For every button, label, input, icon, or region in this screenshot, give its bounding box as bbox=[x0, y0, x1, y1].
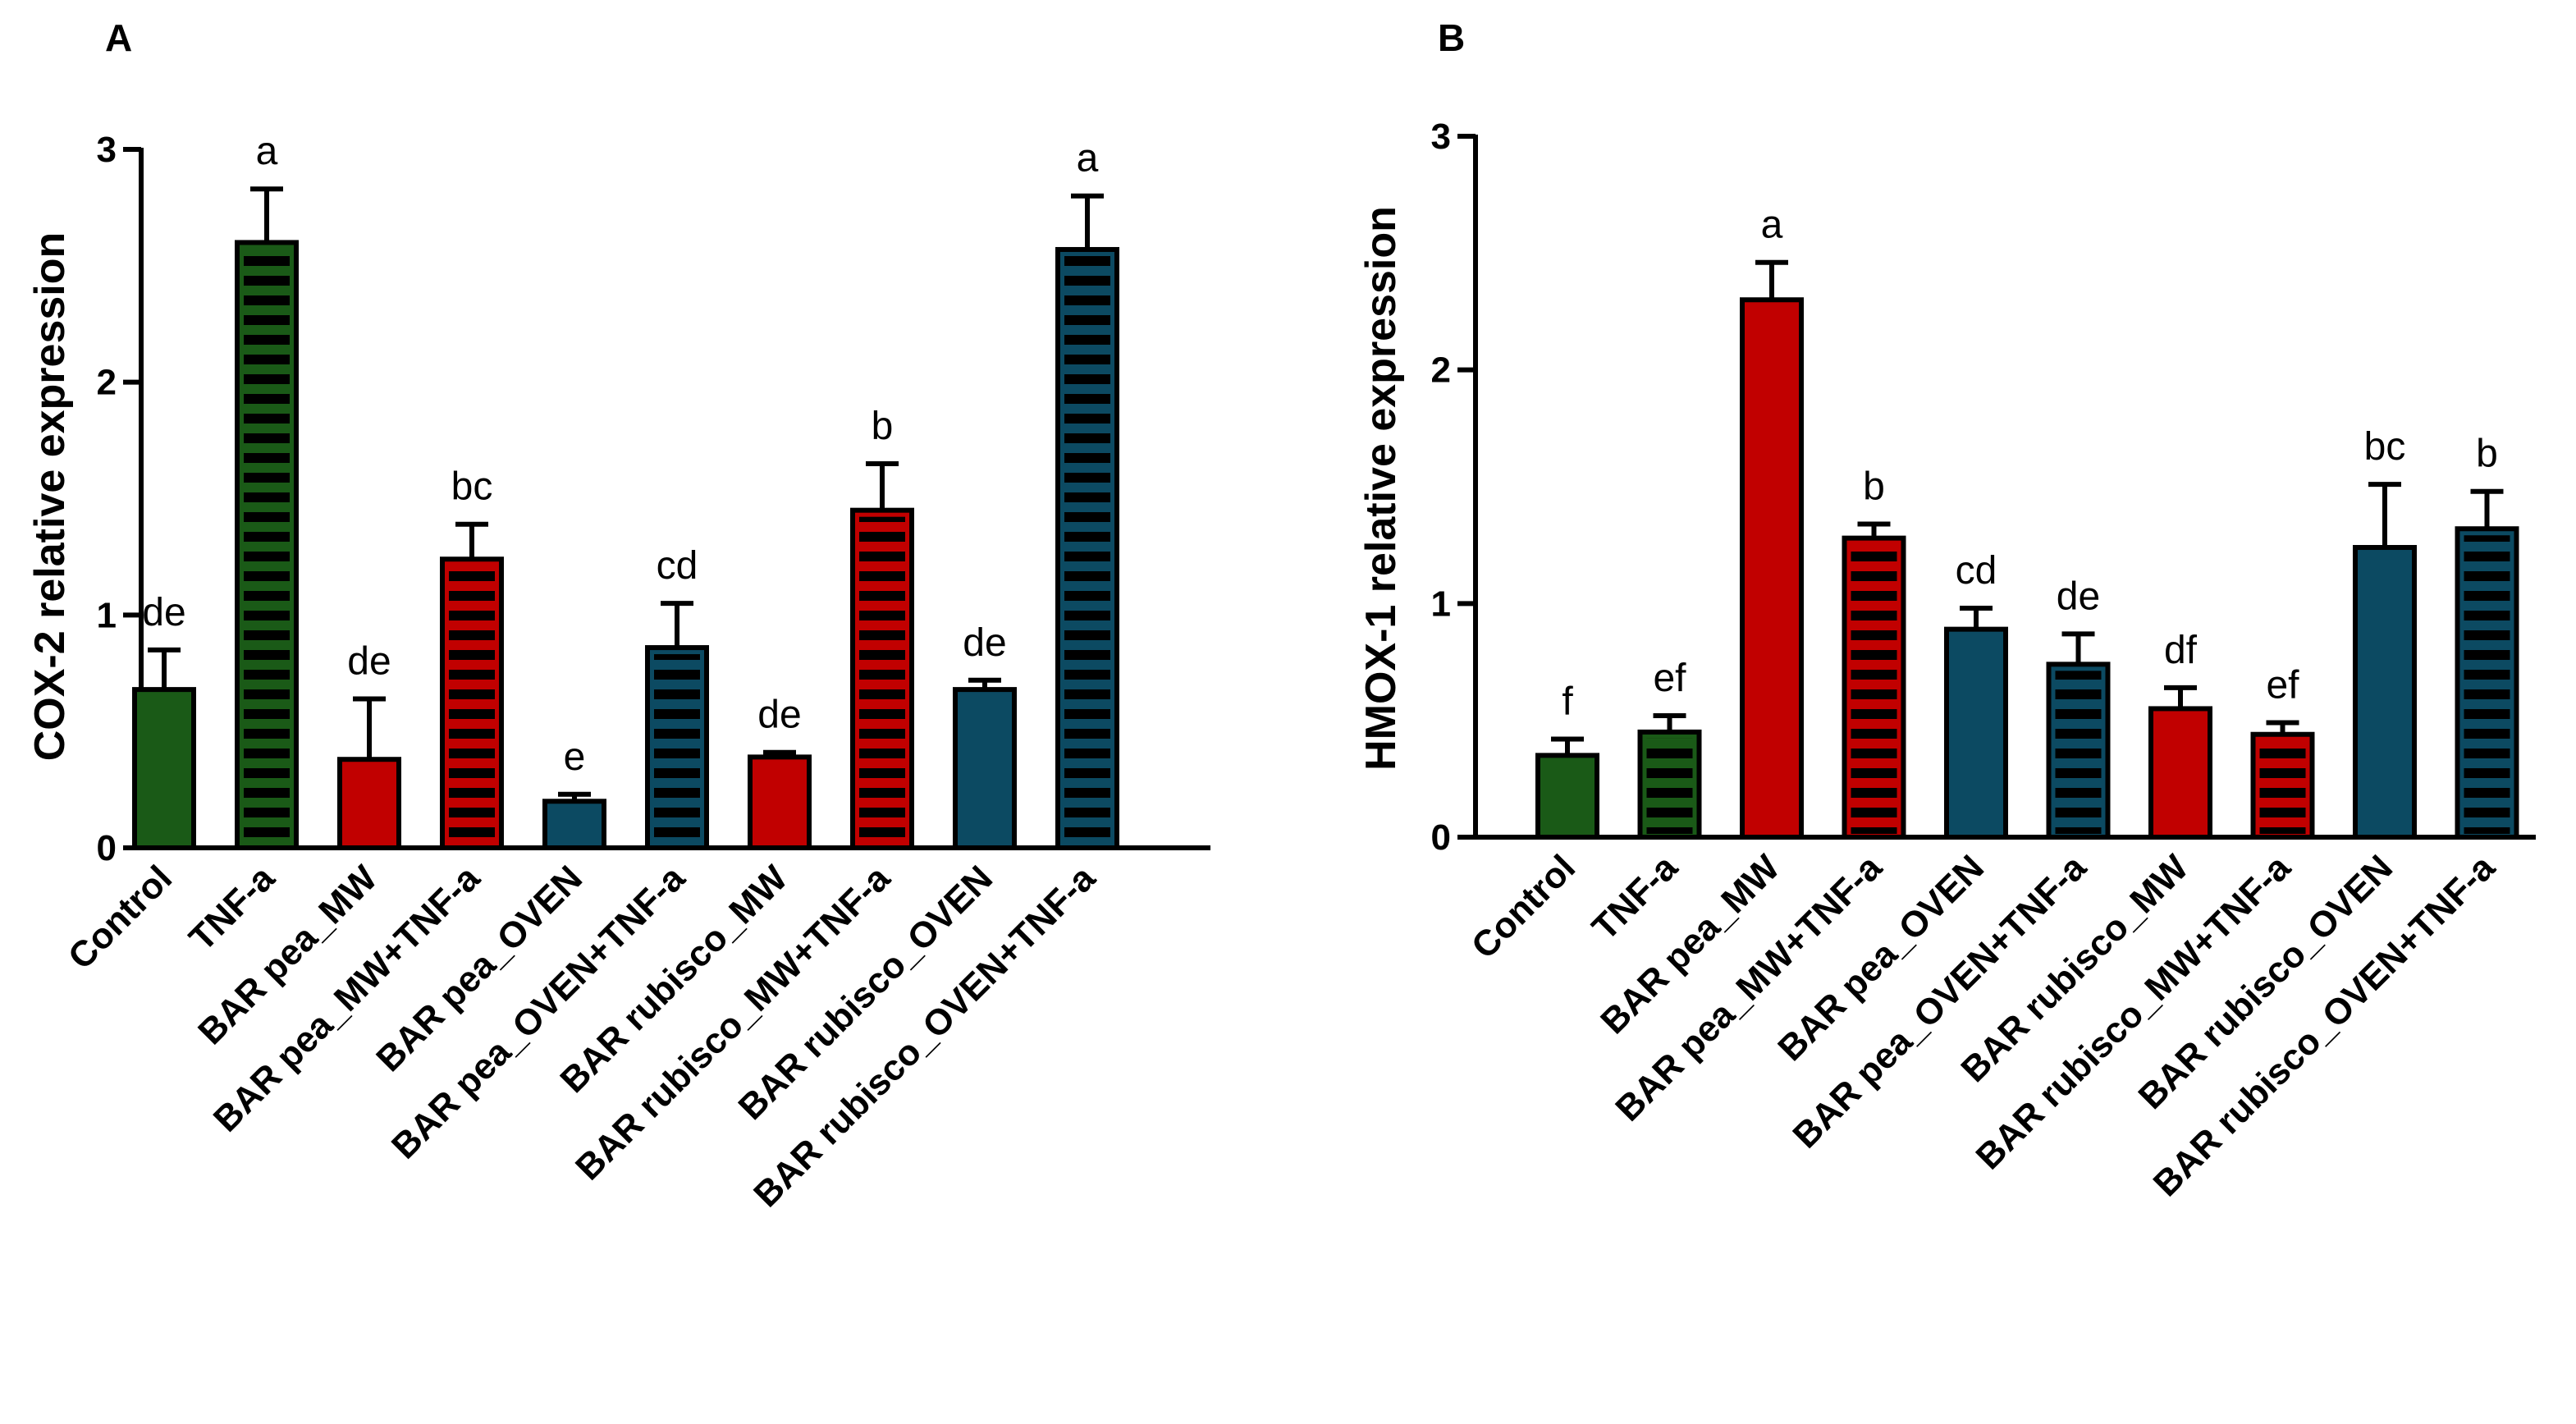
significance-label: b bbox=[1863, 465, 1885, 509]
bar-stripes bbox=[2464, 535, 2510, 834]
significance-label: b bbox=[2476, 433, 2498, 476]
bar-stripes bbox=[1646, 738, 1693, 834]
bar bbox=[337, 757, 401, 850]
bar bbox=[132, 687, 196, 851]
y-tick-label: 2 bbox=[1431, 350, 1451, 391]
category-label: Control bbox=[61, 858, 180, 977]
category-label: BAR pea_MW bbox=[190, 858, 385, 1052]
y-tick-label: 1 bbox=[1431, 584, 1451, 624]
bar bbox=[2148, 706, 2212, 840]
significance-label: cd bbox=[1956, 549, 1997, 593]
bar-stripes bbox=[859, 516, 905, 845]
bar bbox=[1535, 753, 1599, 840]
significance-label: e bbox=[564, 735, 586, 779]
significance-label: de bbox=[347, 639, 391, 683]
panel-a: A COX-2 relative expression 0 1 2 3 de Contro… bbox=[26, 16, 1210, 1215]
bar-stripes bbox=[1064, 255, 1110, 845]
bar bbox=[953, 687, 1017, 851]
significance-label: ef bbox=[2266, 664, 2299, 707]
y-tick-label: 2 bbox=[97, 363, 117, 403]
y-tick-label: 0 bbox=[1431, 817, 1451, 858]
significance-label: de bbox=[142, 591, 185, 634]
significance-label: bc bbox=[451, 465, 493, 509]
significance-label: a bbox=[1077, 137, 1099, 181]
bar-stripes bbox=[1851, 544, 1897, 834]
y-tick-label: 1 bbox=[97, 595, 117, 635]
panel-b-label: B bbox=[1438, 16, 1465, 59]
category-label: TNF-a bbox=[1585, 847, 1686, 948]
significance-label: ef bbox=[1653, 657, 1686, 700]
category-label: BAR pea_MW bbox=[1593, 847, 1787, 1042]
category-label: Control bbox=[1464, 847, 1583, 966]
bar-stripes bbox=[2259, 740, 2306, 834]
bar bbox=[542, 799, 606, 850]
significance-label: b bbox=[872, 405, 894, 448]
bar-stripes bbox=[449, 565, 495, 845]
significance-label: de bbox=[963, 621, 1006, 665]
panel-b-ylabel: HMOX-1 relative expression bbox=[1357, 206, 1405, 771]
y-tick-label: 0 bbox=[97, 828, 117, 868]
significance-label: df bbox=[2164, 629, 2198, 672]
significance-label: a bbox=[256, 130, 278, 173]
y-tick-label: 3 bbox=[1431, 117, 1451, 157]
bar-stripes bbox=[244, 249, 290, 845]
panel-a-ylabel: COX-2 relative expression bbox=[26, 232, 74, 762]
bar-stripes bbox=[654, 654, 700, 845]
bar bbox=[2353, 545, 2417, 840]
panel-b: B HMOX-1 relative expression 0 1 2 3 f Contro… bbox=[1357, 16, 2536, 1204]
category-label: TNF-a bbox=[181, 858, 282, 959]
significance-label: f bbox=[1562, 680, 1573, 723]
bar bbox=[1944, 626, 2008, 840]
bar bbox=[1740, 297, 1804, 840]
bar-stripes bbox=[2055, 671, 2102, 834]
significance-label: de bbox=[757, 694, 801, 737]
significance-label: cd bbox=[657, 544, 698, 588]
significance-label: bc bbox=[2364, 425, 2406, 469]
panel-a-label: A bbox=[105, 16, 132, 59]
bar bbox=[748, 754, 812, 850]
y-tick-label: 3 bbox=[97, 130, 117, 170]
significance-label: de bbox=[2057, 575, 2100, 618]
significance-label: a bbox=[1761, 204, 1783, 247]
